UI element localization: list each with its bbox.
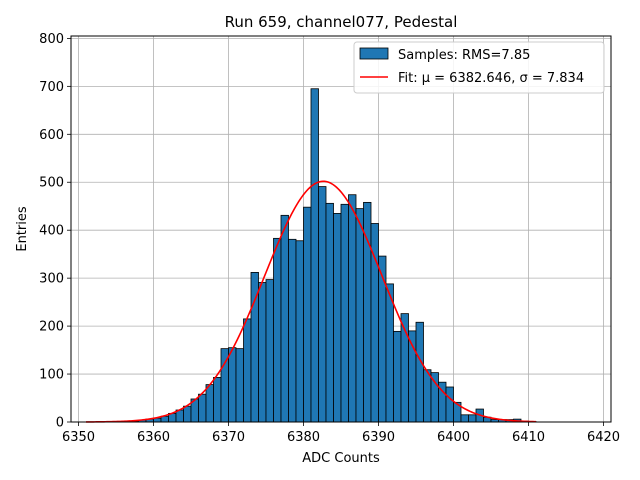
histogram-bar xyxy=(183,405,192,423)
histogram-bar xyxy=(243,318,252,423)
histogram-bar xyxy=(213,377,222,423)
histogram-bar xyxy=(468,414,477,423)
histogram-bar xyxy=(235,348,244,423)
histogram-bar xyxy=(318,186,327,423)
legend-samples-swatch xyxy=(359,47,389,60)
y-axis-ticks: 0 100 200 300 400 500 600 700 800 xyxy=(39,32,71,431)
histogram-bars xyxy=(115,88,537,423)
plot-frame xyxy=(70,35,612,423)
y-tick-label: 400 xyxy=(39,224,64,239)
x-tick-label: 6380 xyxy=(287,430,320,445)
y-tick-label: 100 xyxy=(39,368,64,383)
legend-fit-label: Fit: μ = 6382.646, σ = 7.834 xyxy=(398,71,584,86)
histogram-bar xyxy=(355,208,364,423)
histogram-bar xyxy=(198,393,207,423)
y-tick-label: 500 xyxy=(39,176,64,191)
histogram-bar xyxy=(445,386,454,423)
x-tick-label: 6390 xyxy=(362,430,395,445)
legend: Samples: RMS=7.85 Fit: μ = 6382.646, σ =… xyxy=(353,41,605,94)
histogram-bar xyxy=(333,213,342,423)
histogram-bar xyxy=(348,194,357,423)
x-tick-label: 6410 xyxy=(512,430,545,445)
histogram-bar xyxy=(385,283,394,423)
y-tick-label: 200 xyxy=(39,320,64,335)
x-tick-label: 6370 xyxy=(212,430,245,445)
y-tick-label: 800 xyxy=(39,32,64,47)
x-axis-ticks: 6350 6360 6370 6380 6390 6400 6410 6420 xyxy=(62,422,620,445)
y-tick-label: 300 xyxy=(39,272,64,287)
gaussian-fit-curve xyxy=(85,180,537,423)
histogram-bar xyxy=(205,384,214,423)
histogram-bar xyxy=(303,206,312,423)
histogram-bar xyxy=(310,88,319,423)
histogram-bar xyxy=(393,330,402,423)
histogram-bar xyxy=(340,203,349,423)
chart-title: Run 659, channel077, Pedestal xyxy=(225,13,458,31)
histogram-bar xyxy=(228,347,237,423)
histogram-bar xyxy=(460,414,469,423)
x-tick-label: 6350 xyxy=(62,430,95,445)
y-tick-label: 600 xyxy=(39,128,64,143)
x-tick-label: 6360 xyxy=(137,430,170,445)
histogram-bar xyxy=(415,321,424,423)
histogram-bar xyxy=(295,240,304,423)
histogram-bar xyxy=(280,214,289,423)
histogram-bar xyxy=(288,238,297,423)
y-axis-label: Entries xyxy=(15,206,30,252)
x-tick-label: 6420 xyxy=(587,430,620,445)
legend-samples-label: Samples: RMS=7.85 xyxy=(398,48,530,63)
x-tick-label: 6400 xyxy=(437,430,470,445)
histogram-bar xyxy=(258,282,267,423)
histogram-bar xyxy=(430,372,439,423)
legend-box xyxy=(353,41,605,94)
histogram-bar xyxy=(325,202,334,423)
x-axis-label: ADC Counts xyxy=(302,451,380,466)
histogram-bar xyxy=(423,369,432,423)
y-tick-label: 700 xyxy=(39,80,64,95)
histogram-bar xyxy=(265,279,274,423)
histogram-bar xyxy=(273,237,282,423)
y-tick-label: 0 xyxy=(56,416,64,431)
